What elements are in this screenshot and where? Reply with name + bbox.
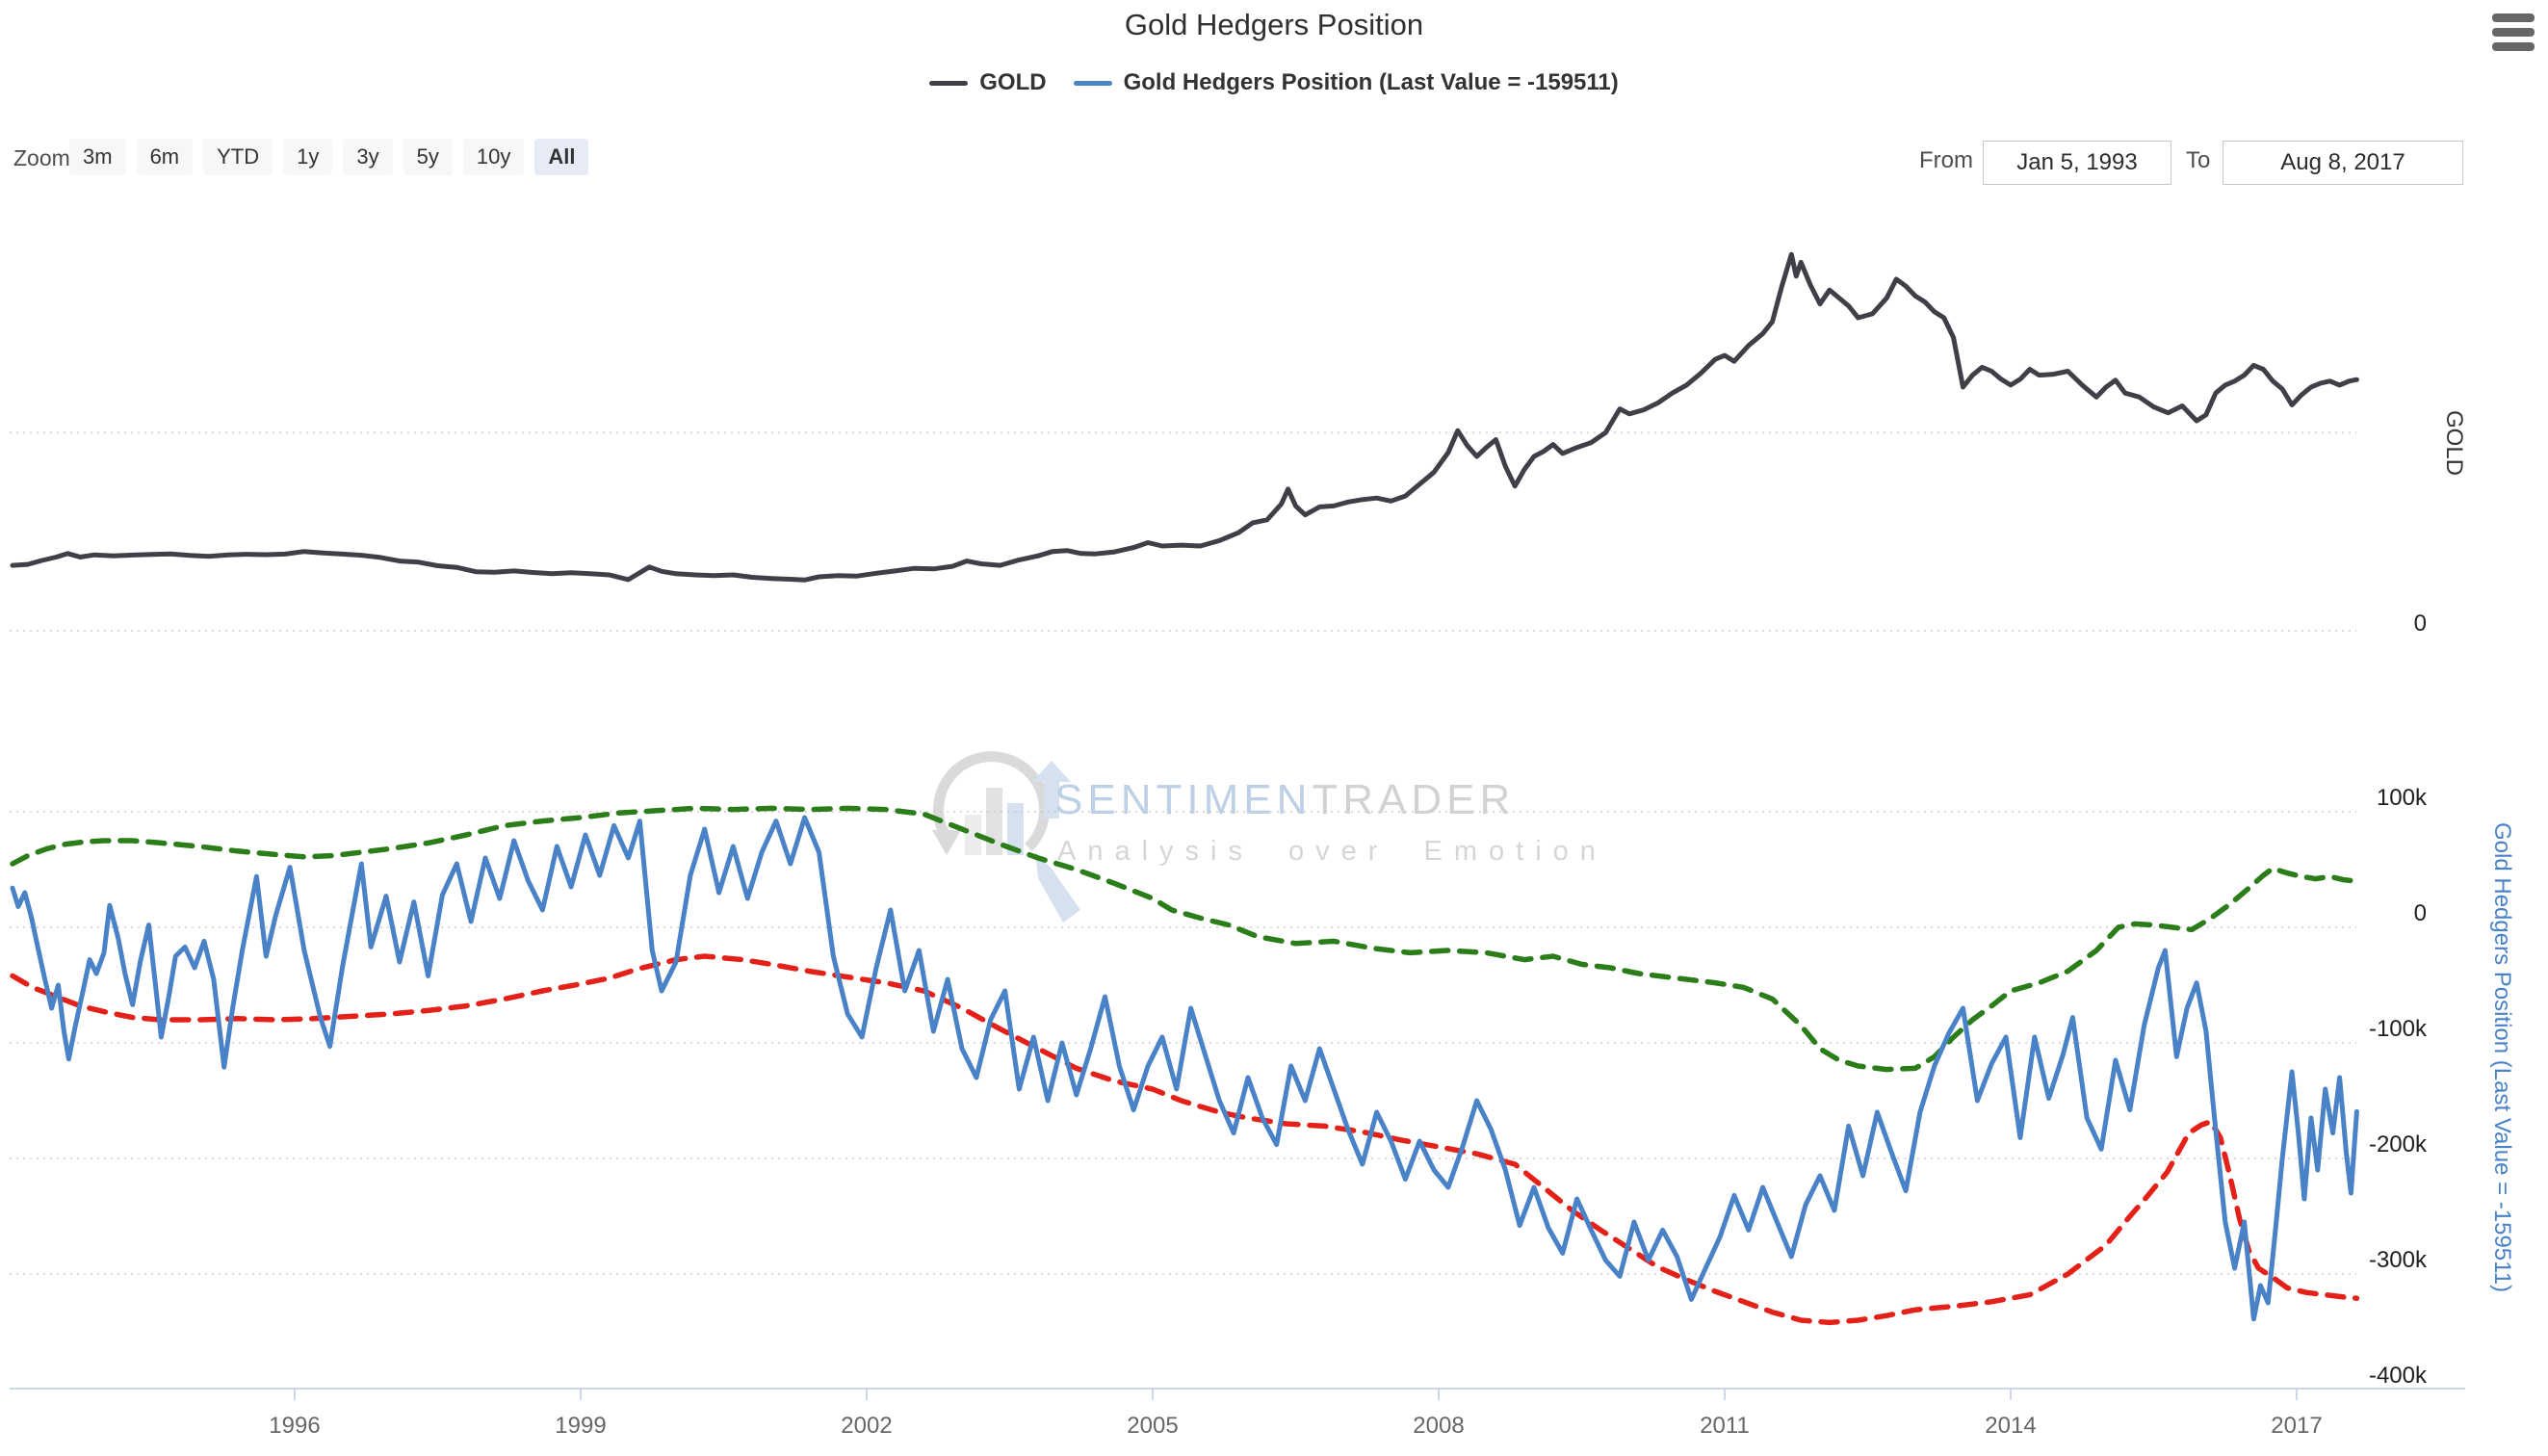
hedgers-axis-title: Gold Hedgers Position (Last Value = -159… <box>2489 821 2515 1293</box>
logo-bar <box>965 815 981 855</box>
zoom-button-6m[interactable]: 6m <box>136 139 194 175</box>
legend-item-gold[interactable]: GOLD <box>929 69 1047 96</box>
pos-y-label--200k: -200k <box>2369 1131 2428 1157</box>
legend-label-hedgers: Gold Hedgers Position (Last Value = -159… <box>1123 69 1619 95</box>
gold-axis-title: GOLD <box>2441 409 2467 476</box>
x-axis-label-2011: 2011 <box>1700 1413 1750 1439</box>
upper-band-line <box>10 805 2360 1073</box>
logo-up-arrow <box>1032 761 1071 819</box>
x-axis-label-2005: 2005 <box>1127 1413 1178 1439</box>
zoom-range-buttons: 3m 6m YTD 1y 3y 5y 10y All <box>69 139 589 175</box>
hamburger-bar <box>2492 13 2535 22</box>
pos-y-label--300k: -300k <box>2369 1247 2428 1273</box>
legend-label-gold: GOLD <box>979 69 1047 95</box>
gold-line-swatch <box>929 80 969 86</box>
page-title: Gold Hedgers Position <box>1124 8 1424 41</box>
zoom-button-all[interactable]: All <box>534 139 589 175</box>
x-axis-label-2017: 2017 <box>2271 1413 2322 1439</box>
from-label: From <box>1919 147 1973 173</box>
zoom-button-5y[interactable]: 5y <box>403 139 453 175</box>
x-axis-label-2008: 2008 <box>1413 1413 1464 1439</box>
zoom-button-3y[interactable]: 3y <box>343 139 393 175</box>
hamburger-bar <box>2492 42 2535 51</box>
x-axis-label-2002: 2002 <box>841 1413 892 1439</box>
logo-bar <box>1007 803 1024 855</box>
zoom-button-1y[interactable]: 1y <box>283 139 333 175</box>
watermark-brand-secondary: TRADER <box>1312 776 1516 823</box>
pos-y-label-100k: 100k <box>2377 785 2428 811</box>
from-date-input[interactable] <box>1983 141 2171 185</box>
hamburger-menu-icon[interactable] <box>2486 13 2540 62</box>
logo-magnifier-handle <box>1035 852 1080 923</box>
gold-y-label-0: 0 <box>2414 611 2427 637</box>
to-date-input[interactable] <box>2223 141 2463 185</box>
watermark-brand-primary: SENTIMEN <box>1054 776 1313 823</box>
watermark-logo <box>932 751 1080 923</box>
gold-price-line <box>10 251 2359 583</box>
legend-item-hedgers[interactable]: Gold Hedgers Position (Last Value = -159… <box>1073 69 1619 96</box>
pos-y-label--400k: -400k <box>2369 1363 2428 1389</box>
lower-band-line <box>10 953 2360 1326</box>
pos-y-label-0: 0 <box>2414 900 2427 926</box>
hedgers-line-swatch <box>1073 80 1112 86</box>
zoom-button-ytd[interactable]: YTD <box>203 139 273 175</box>
legend: GOLD Gold Hedgers Position (Last Value =… <box>0 69 2548 96</box>
logo-bar <box>986 788 1002 855</box>
zoom-label: Zoom <box>13 145 70 170</box>
logo-arrowhead <box>932 830 961 855</box>
zoom-button-10y[interactable]: 10y <box>462 139 525 175</box>
to-label: To <box>2186 147 2211 173</box>
watermark-tagline: Analysis over Emotion <box>1057 836 1607 867</box>
watermark-brand: SENTIMENTRADER <box>1054 776 1515 824</box>
zoom-button-3m[interactable]: 3m <box>69 139 126 175</box>
x-axis-label-2014: 2014 <box>1985 1413 2036 1439</box>
hamburger-bar <box>2492 28 2535 37</box>
pos-y-label--100k: -100k <box>2369 1016 2428 1042</box>
x-axis-label-1996: 1996 <box>269 1413 320 1439</box>
x-axis-label-1999: 1999 <box>555 1413 606 1439</box>
hedgers-position-line <box>10 815 2359 1322</box>
